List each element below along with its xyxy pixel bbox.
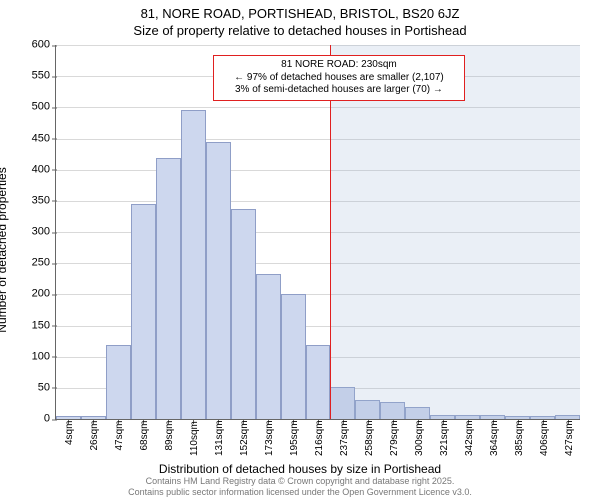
histogram-bar	[156, 158, 181, 419]
annotation-line: 81 NORE ROAD: 230sqm	[219, 59, 459, 72]
histogram-bar	[181, 110, 206, 419]
y-tick-label: 0	[16, 414, 56, 425]
title-line-2: Size of property relative to detached ho…	[0, 23, 600, 40]
marker-line	[330, 45, 331, 419]
y-tick-label: 100	[16, 351, 56, 362]
x-tick-label: 131sqm	[214, 420, 225, 456]
y-tick-label: 200	[16, 289, 56, 300]
x-tick-label: 300sqm	[414, 420, 425, 456]
x-tick-label: 173sqm	[264, 420, 275, 456]
x-tick-label: 89sqm	[164, 420, 175, 450]
y-tick-label: 50	[16, 382, 56, 393]
y-tick-label: 350	[16, 195, 56, 206]
histogram-bar	[231, 209, 256, 419]
annotation-box: 81 NORE ROAD: 230sqm← 97% of detached ho…	[213, 55, 465, 101]
x-tick-label: 110sqm	[189, 421, 200, 456]
x-tick-label: 152sqm	[239, 420, 250, 456]
x-tick-label: 279sqm	[389, 420, 400, 456]
y-tick-label: 150	[16, 320, 56, 331]
y-tick-label: 400	[16, 164, 56, 175]
y-tick-label: 250	[16, 258, 56, 269]
x-tick-label: 385sqm	[514, 420, 525, 456]
histogram-bar	[206, 142, 231, 419]
x-axis-label: Distribution of detached houses by size …	[0, 462, 600, 476]
y-tick-label: 500	[16, 102, 56, 113]
plot-area: 81 NORE ROAD: 230sqm← 97% of detached ho…	[55, 45, 580, 420]
x-tick-label: 321sqm	[439, 420, 450, 456]
y-tick-label: 450	[16, 133, 56, 144]
x-tick-label: 406sqm	[539, 420, 550, 456]
highlight-zone	[330, 45, 580, 419]
footer-line-1: Contains HM Land Registry data © Crown c…	[0, 476, 600, 487]
x-tick-label: 68sqm	[139, 420, 150, 450]
x-tick-label: 237sqm	[339, 420, 350, 456]
x-tick-label: 342sqm	[464, 420, 475, 456]
histogram-bar	[306, 345, 331, 419]
x-tick-label: 216sqm	[314, 420, 325, 456]
annotation-line: ← 97% of detached houses are smaller (2,…	[219, 72, 459, 85]
title-line-1: 81, NORE ROAD, PORTISHEAD, BRISTOL, BS20…	[0, 6, 600, 23]
histogram-bar	[281, 294, 306, 419]
x-tick-label: 4sqm	[64, 421, 75, 445]
chart-container: 81, NORE ROAD, PORTISHEAD, BRISTOL, BS20…	[0, 0, 600, 500]
y-axis-label: Number of detached properties	[0, 85, 9, 250]
x-tick-label: 364sqm	[489, 420, 500, 456]
annotation-line: 3% of semi-detached houses are larger (7…	[219, 84, 459, 97]
footer: Contains HM Land Registry data © Crown c…	[0, 476, 600, 498]
x-tick-label: 26sqm	[89, 420, 100, 450]
histogram-bar	[256, 274, 281, 419]
histogram-bar	[131, 204, 156, 419]
x-tick-label: 47sqm	[114, 420, 125, 450]
footer-line-2: Contains public sector information licen…	[0, 487, 600, 498]
x-tick-label: 427sqm	[564, 420, 575, 456]
y-tick-label: 300	[16, 227, 56, 238]
y-tick-label: 550	[16, 71, 56, 82]
title-block: 81, NORE ROAD, PORTISHEAD, BRISTOL, BS20…	[0, 0, 600, 40]
x-tick-label: 195sqm	[289, 420, 300, 456]
x-tick-label: 258sqm	[364, 420, 375, 456]
histogram-bar	[106, 345, 131, 419]
y-tick-label: 600	[16, 40, 56, 51]
